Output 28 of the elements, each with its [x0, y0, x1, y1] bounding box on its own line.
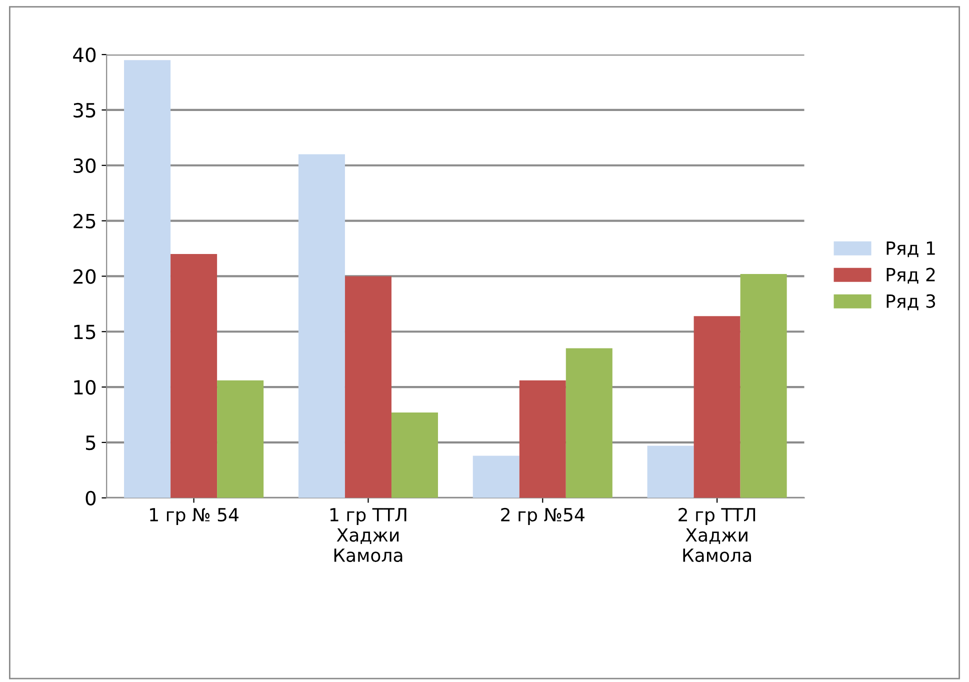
- bar: [519, 380, 566, 498]
- bar: [170, 254, 218, 498]
- bar: [391, 412, 438, 498]
- x-tick-label: 1 гр ТТЛ Хаджи Камола: [330, 508, 406, 562]
- y-tick-label: 25: [74, 214, 96, 228]
- y-tick-label: 5: [86, 436, 96, 450]
- x-tick-label: 2 гр №54: [501, 508, 584, 526]
- y-tick-label: 15: [74, 324, 96, 340]
- y-tick-label: 40: [73, 48, 96, 62]
- y-tick-label: 30: [74, 158, 96, 174]
- bar: [344, 276, 392, 498]
- bar: [124, 60, 171, 498]
- bar: [217, 380, 264, 498]
- legend-label: Ряд 2: [886, 268, 935, 284]
- legend-label: Ряд 1: [886, 242, 935, 258]
- y-tick-label: 0: [86, 490, 96, 506]
- bar: [472, 456, 520, 498]
- bar: [740, 274, 787, 498]
- x-tick-label: 2 гр ТТЛ Хаджи Камола: [678, 508, 756, 562]
- bar: [298, 154, 345, 498]
- y-tick-label: 20: [74, 269, 96, 284]
- x-tick-label: 1 гр № 54: [150, 508, 238, 526]
- bar: [647, 446, 694, 498]
- bar: [694, 316, 740, 498]
- y-tick-label: 10: [74, 380, 96, 395]
- bar: [566, 348, 612, 498]
- legend-label: Ряд 3: [886, 294, 936, 310]
- y-tick-label: 35: [74, 102, 96, 118]
